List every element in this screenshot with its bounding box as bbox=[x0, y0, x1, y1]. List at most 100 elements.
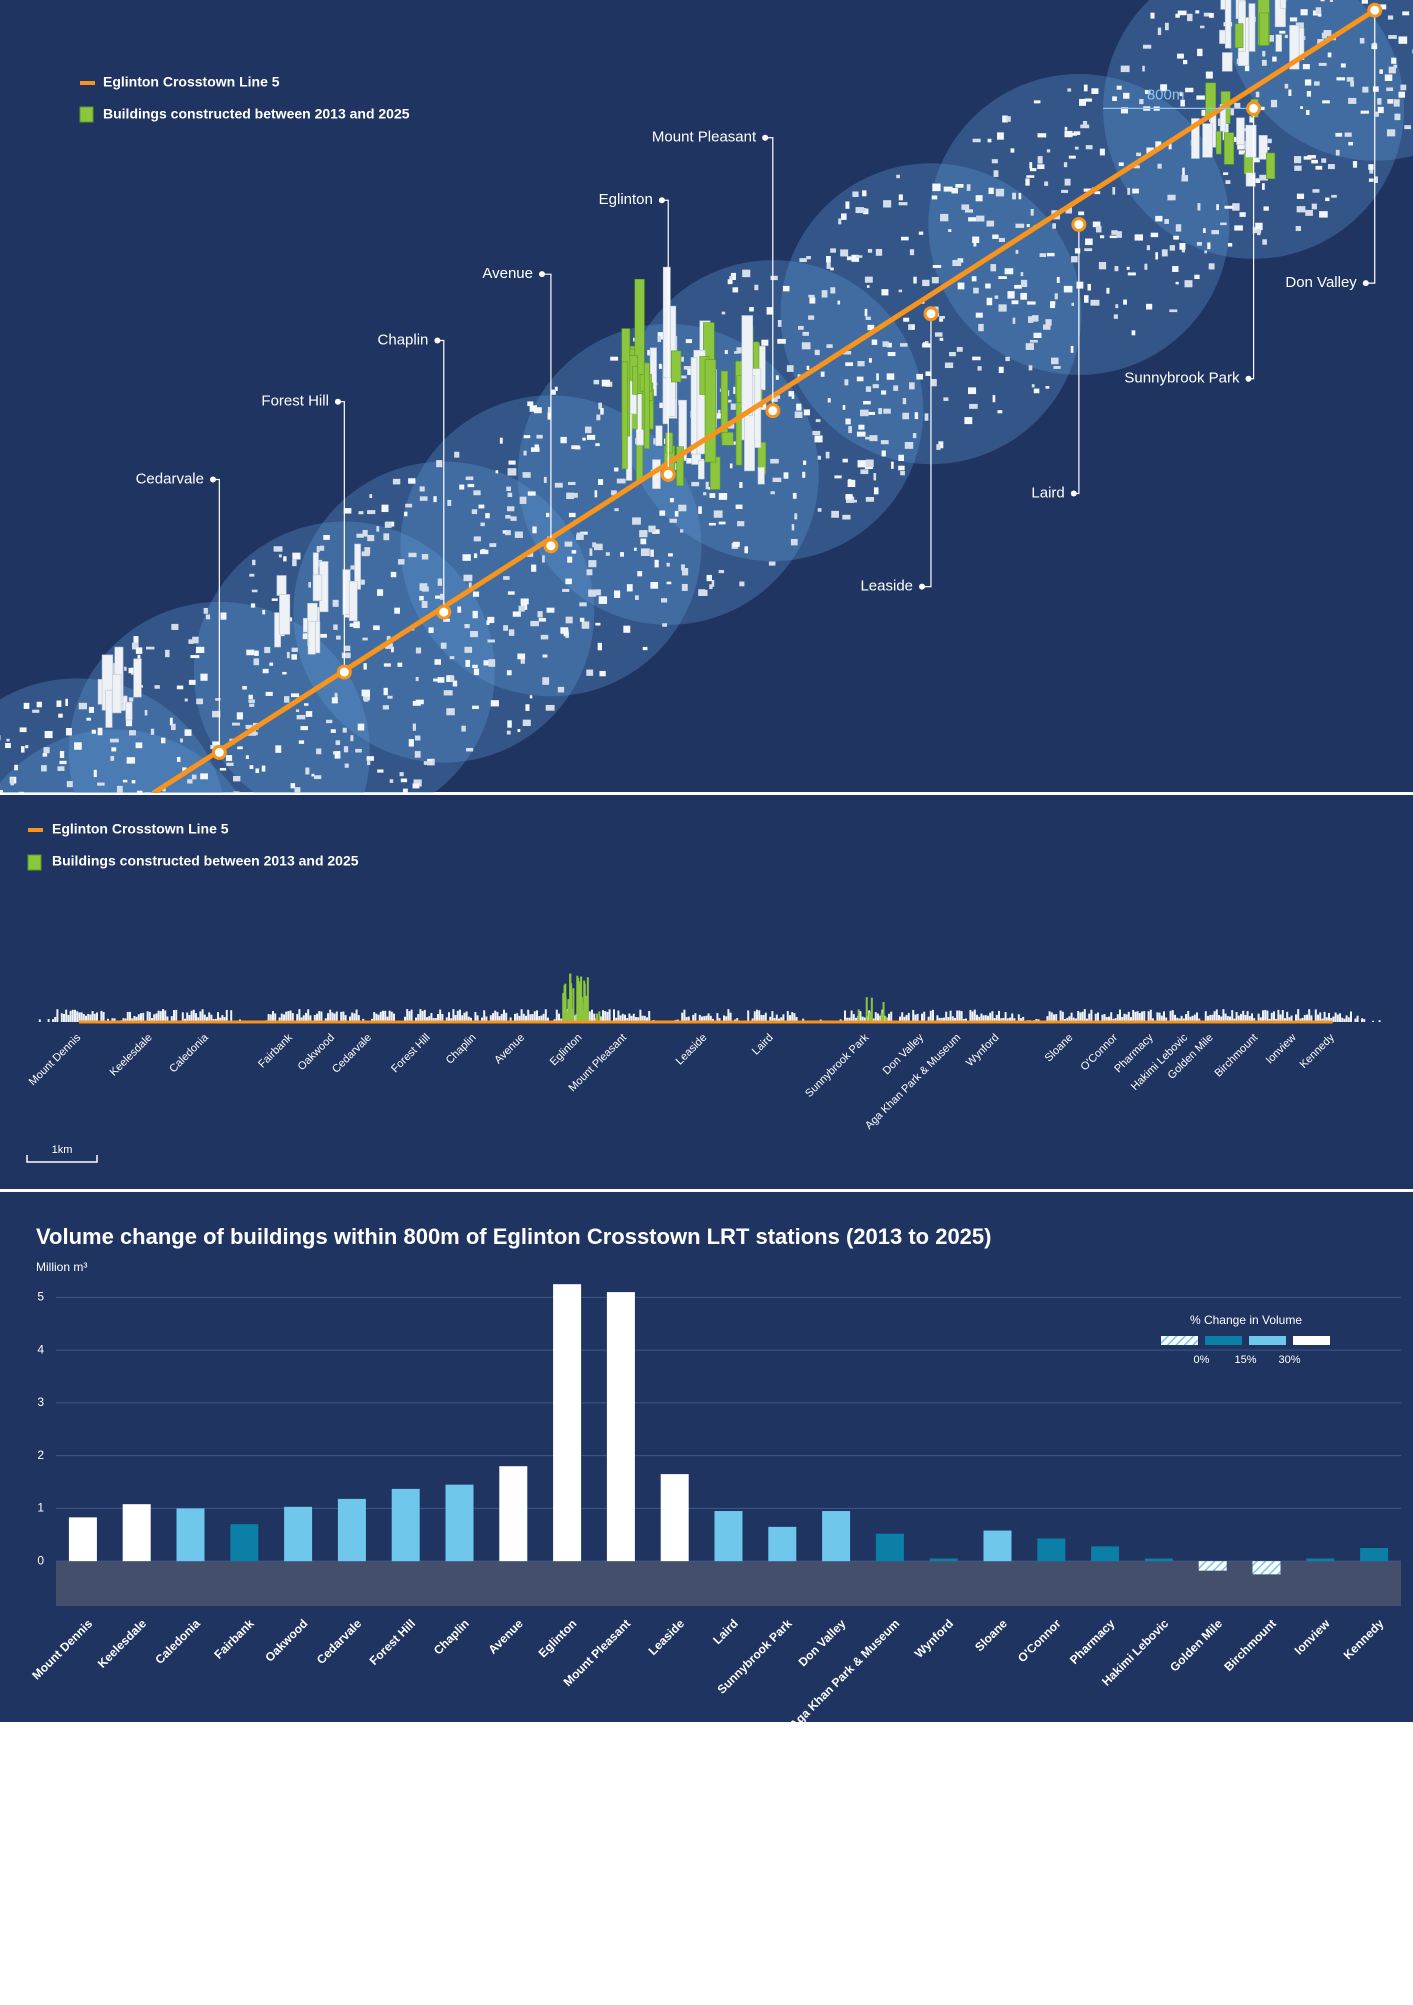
building-profile bbox=[1090, 1009, 1093, 1022]
building bbox=[830, 248, 836, 253]
building bbox=[373, 625, 380, 631]
building bbox=[842, 404, 846, 410]
building bbox=[1168, 142, 1172, 150]
building bbox=[466, 747, 474, 752]
building bbox=[866, 285, 870, 288]
building bbox=[137, 654, 141, 661]
building-profile bbox=[914, 1014, 917, 1022]
building bbox=[848, 426, 852, 434]
building bbox=[1099, 235, 1105, 239]
building bbox=[801, 342, 811, 350]
building bbox=[165, 649, 170, 658]
building-profile bbox=[727, 1009, 730, 1022]
building bbox=[614, 467, 619, 472]
building bbox=[1037, 164, 1045, 170]
building-profile bbox=[498, 1016, 501, 1022]
building-profile bbox=[162, 1009, 164, 1022]
building bbox=[144, 792, 151, 793]
building-profile bbox=[280, 1013, 283, 1022]
building bbox=[335, 740, 341, 746]
building-profile bbox=[989, 1012, 992, 1022]
building bbox=[1388, 66, 1396, 74]
building bbox=[1064, 130, 1073, 138]
building bbox=[305, 767, 310, 775]
building bbox=[298, 740, 305, 744]
building-profile bbox=[1229, 1016, 1231, 1022]
building bbox=[452, 680, 458, 687]
building-profile bbox=[615, 1017, 618, 1022]
building bbox=[376, 526, 380, 532]
building-profile bbox=[96, 1012, 98, 1022]
building bbox=[530, 620, 539, 627]
building bbox=[691, 481, 700, 487]
building-profile bbox=[505, 1012, 508, 1022]
building-profile bbox=[756, 1009, 758, 1022]
building-profile bbox=[716, 1013, 719, 1022]
building-profile bbox=[1233, 1018, 1236, 1022]
building bbox=[1284, 83, 1289, 89]
building-profile bbox=[1189, 1016, 1192, 1022]
y-tick-label: 0 bbox=[37, 1553, 44, 1567]
building-profile bbox=[1011, 1013, 1014, 1022]
building bbox=[1155, 141, 1162, 149]
building bbox=[1012, 317, 1016, 324]
building bbox=[634, 595, 639, 600]
building bbox=[330, 729, 336, 733]
building bbox=[1002, 115, 1008, 123]
new-building-profile bbox=[569, 973, 572, 1022]
building bbox=[957, 282, 965, 290]
building bbox=[902, 397, 907, 405]
building bbox=[971, 276, 977, 282]
building bbox=[1372, 86, 1379, 92]
building bbox=[356, 533, 364, 538]
building-profile bbox=[1022, 1016, 1025, 1022]
building bbox=[1263, 206, 1269, 211]
building bbox=[1172, 266, 1179, 272]
building bbox=[433, 678, 439, 682]
building bbox=[975, 312, 983, 318]
building-profile bbox=[954, 1017, 956, 1022]
building bbox=[135, 647, 143, 654]
building bbox=[129, 730, 136, 736]
building bbox=[265, 691, 273, 696]
building-profile bbox=[965, 1018, 967, 1022]
building bbox=[292, 552, 301, 560]
building bbox=[1267, 138, 1272, 144]
building-profile bbox=[1123, 1013, 1126, 1022]
building bbox=[111, 747, 117, 752]
building bbox=[1262, 239, 1267, 245]
bar bbox=[230, 1524, 259, 1562]
building bbox=[1261, 59, 1267, 66]
building bbox=[988, 187, 994, 195]
building bbox=[1029, 168, 1037, 172]
building bbox=[510, 516, 517, 521]
building-profile bbox=[1174, 1014, 1176, 1022]
building bbox=[777, 319, 782, 327]
building bbox=[709, 493, 716, 498]
building bbox=[1006, 116, 1011, 122]
building bbox=[154, 685, 160, 689]
building bbox=[1116, 231, 1122, 238]
building-profile bbox=[1101, 1014, 1104, 1022]
building-profile bbox=[637, 1017, 640, 1022]
building bbox=[512, 611, 521, 617]
new-building-profile bbox=[595, 1013, 598, 1022]
legend-swatch bbox=[1205, 1336, 1242, 1345]
building bbox=[542, 555, 545, 563]
building bbox=[463, 574, 473, 582]
building-profile bbox=[1266, 1010, 1269, 1022]
building-profile bbox=[769, 1016, 772, 1022]
building bbox=[176, 756, 181, 762]
new-building-profile bbox=[598, 1011, 601, 1022]
building bbox=[562, 588, 570, 592]
building bbox=[1037, 156, 1043, 164]
building bbox=[634, 547, 637, 551]
building bbox=[1207, 242, 1211, 250]
building-profile bbox=[751, 1018, 754, 1022]
building-profile bbox=[995, 1014, 998, 1022]
building bbox=[887, 352, 896, 357]
building-profile bbox=[437, 1013, 439, 1022]
building-profile bbox=[188, 1014, 191, 1022]
building-profile bbox=[1317, 1014, 1319, 1022]
building-profile bbox=[1191, 1015, 1194, 1022]
